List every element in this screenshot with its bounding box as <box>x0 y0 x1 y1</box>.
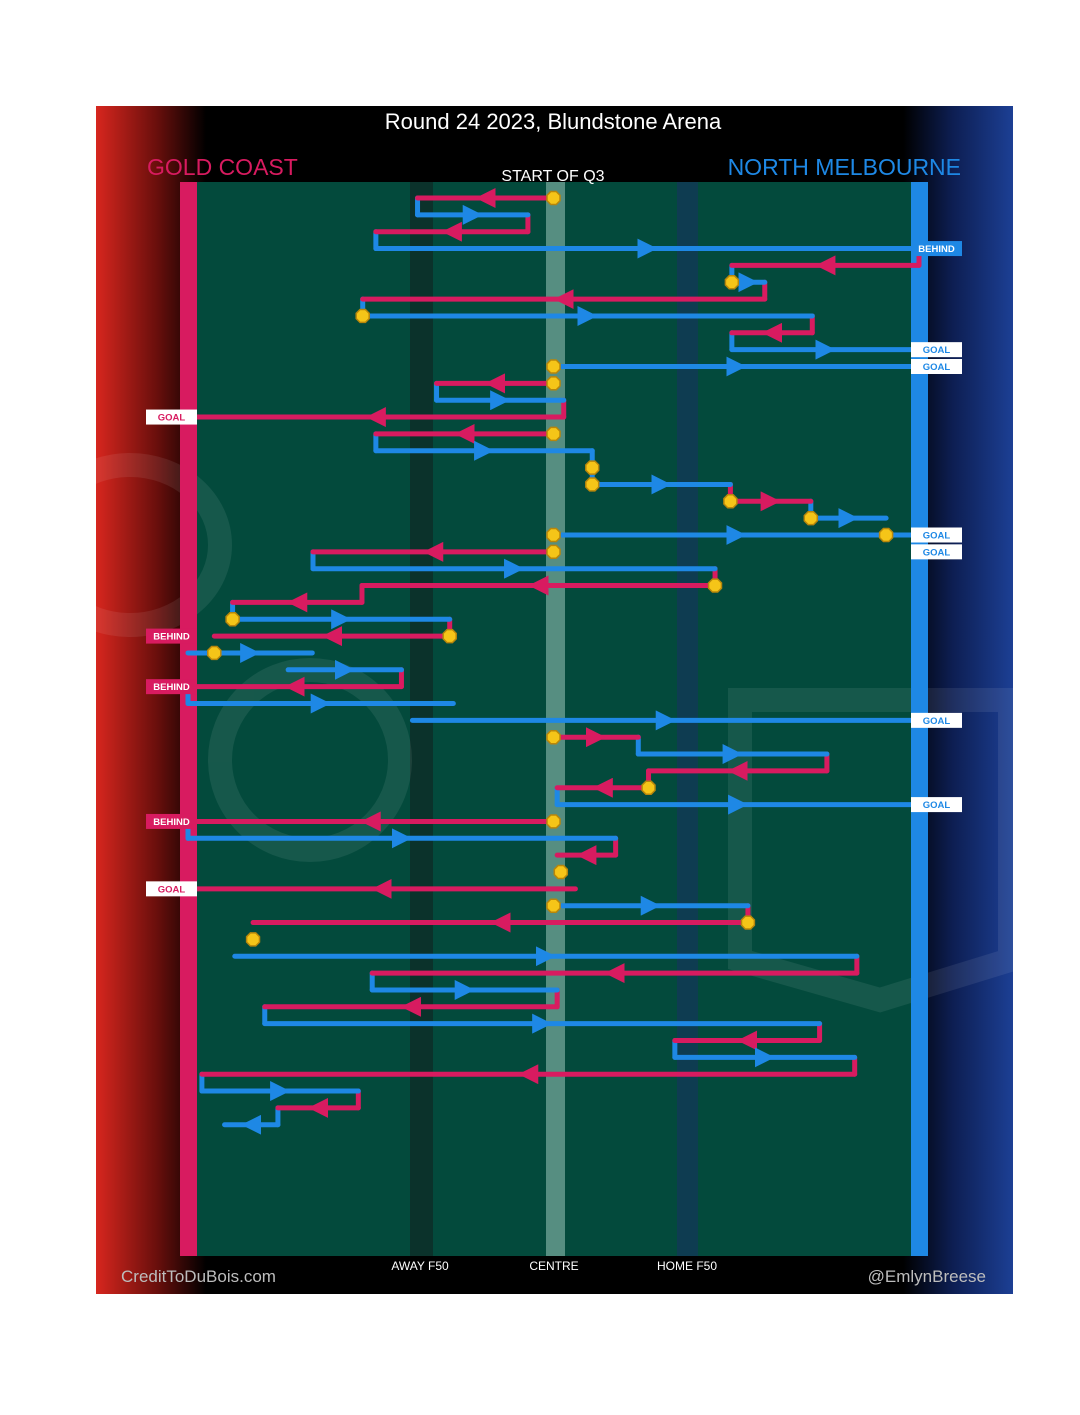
gold-coast-score-label: BEHIND <box>153 682 190 693</box>
gold-coast-score-box <box>146 881 197 897</box>
stoppage-marker <box>245 932 261 947</box>
gold-coast-score-box <box>146 409 197 425</box>
stoppage-marker <box>803 510 819 526</box>
gold-coast-score-label: GOAL <box>158 884 186 895</box>
quarter-label: START OF Q3 <box>501 168 604 185</box>
north-melbourne-score-box <box>911 544 962 560</box>
gold-coast-score-box <box>146 628 197 644</box>
north-melbourne-score-label: BEHIND <box>918 244 955 255</box>
tick-label-home-f50: HOME F50 <box>657 1259 717 1273</box>
stoppage-marker <box>546 814 561 829</box>
north-melbourne-score-box <box>911 797 962 813</box>
stoppage-marker <box>707 578 723 593</box>
stoppage-marker <box>546 376 561 391</box>
north-melbourne-score-box <box>911 342 962 358</box>
stoppage-marker <box>740 915 756 930</box>
stoppage-marker <box>724 275 740 290</box>
north-melbourne-score-box <box>911 527 962 543</box>
stoppage-marker <box>546 544 561 560</box>
tick-label-centre: CENTRE <box>529 1259 578 1273</box>
stoppage-marker <box>207 645 222 661</box>
north-melbourne-score-label: GOAL <box>923 547 951 558</box>
stoppage-marker <box>641 780 656 795</box>
gold-coast-score-label: BEHIND <box>153 632 190 643</box>
gold-coast-score-label: BEHIND <box>153 817 190 828</box>
stoppage-marker <box>225 612 240 627</box>
north-melbourne-score-label: GOAL <box>923 362 951 373</box>
credit-right: @EmlynBreese <box>868 1267 986 1286</box>
north-melbourne-score-label: GOAL <box>923 531 951 542</box>
gold-coast-score-label: GOAL <box>158 413 186 424</box>
north-melbourne-score-label: GOAL <box>923 345 951 356</box>
stoppage-marker <box>546 359 561 374</box>
stoppage-marker <box>442 628 457 644</box>
gold-coast-score-box <box>146 679 197 695</box>
stoppage-marker <box>585 477 600 492</box>
credit-left: CreditToDuBois.com <box>121 1267 276 1286</box>
stoppage-marker <box>355 308 370 324</box>
gold-coast-goal-line <box>180 182 197 1256</box>
home-team-name: GOLD COAST <box>147 154 298 180</box>
north-melbourne-score-label: GOAL <box>923 800 951 811</box>
chart-title: Round 24 2023, Blundstone Arena <box>385 109 722 134</box>
stoppage-marker <box>585 460 600 475</box>
stoppage-marker <box>546 527 561 543</box>
north-melbourne-score-box <box>911 712 962 728</box>
score-labels: BEHIND GOAL GOAL GOAL GOAL GOAL BEHIND BEHIND GO… <box>146 241 962 897</box>
stoppage-marker <box>546 729 561 745</box>
stoppage-marker <box>553 864 569 880</box>
stoppage-marker <box>723 494 738 509</box>
away-team-name: NORTH MELBOURNE <box>728 154 961 180</box>
stoppage-marker <box>546 190 561 206</box>
gold-coast-score-box <box>146 813 197 829</box>
possession-chains <box>185 188 922 1135</box>
stoppage-marker <box>546 898 561 913</box>
stoppage-marker <box>546 426 561 442</box>
stoppage-marker <box>878 527 894 543</box>
tick-label-away-f50: AWAY F50 <box>391 1259 449 1273</box>
north-melbourne-score-label: GOAL <box>923 716 951 727</box>
north-melbourne-score-box <box>911 241 962 257</box>
stoppage-markers <box>207 190 894 947</box>
north-melbourne-score-box <box>911 359 962 374</box>
